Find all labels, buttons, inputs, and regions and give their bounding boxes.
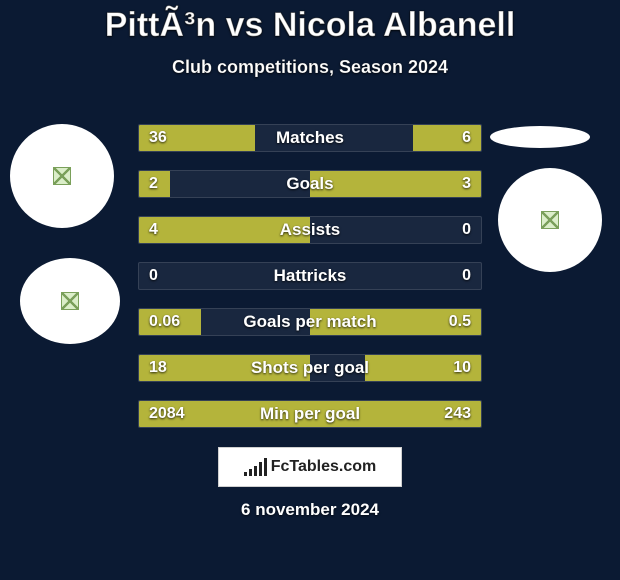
missing-image-icon: [61, 292, 79, 310]
logo-bars-icon: [244, 458, 267, 476]
player-left-avatar-large: [10, 124, 114, 228]
stat-label: Matches: [139, 125, 481, 151]
logo-text: FcTables.com: [271, 458, 377, 476]
comparison-chart: 366Matches 23Goals 40Assists 00Hattricks 0.0…: [138, 124, 482, 446]
stat-row: 40Assists: [138, 216, 482, 244]
page-title: PittÃ³n vs Nicola Albanell: [0, 0, 620, 45]
stat-row: 23Goals: [138, 170, 482, 198]
missing-image-icon: [53, 167, 71, 185]
stat-label: Goals: [139, 171, 481, 197]
stat-label: Min per goal: [139, 401, 481, 427]
logo-bar-icon: [259, 462, 262, 476]
stat-label: Shots per goal: [139, 355, 481, 381]
date-label: 6 november 2024: [0, 500, 620, 520]
logo-bar-icon: [244, 472, 247, 476]
stat-label: Goals per match: [139, 309, 481, 335]
stat-label: Assists: [139, 217, 481, 243]
player-left-avatar-small: [20, 258, 120, 344]
missing-image-icon: [541, 211, 559, 229]
player-right-oval: [490, 126, 590, 148]
logo-bar-icon: [249, 469, 252, 476]
logo-bar-icon: [264, 458, 267, 476]
player-right-avatar-large: [498, 168, 602, 272]
stat-row: 2084243Min per goal: [138, 400, 482, 428]
stat-row: 366Matches: [138, 124, 482, 152]
stat-row: 0.060.5Goals per match: [138, 308, 482, 336]
logo-bar-icon: [254, 466, 257, 476]
stat-label: Hattricks: [139, 263, 481, 289]
subtitle: Club competitions, Season 2024: [0, 57, 620, 78]
stat-row: 00Hattricks: [138, 262, 482, 290]
fctables-logo: FcTables.com: [218, 447, 402, 487]
stat-row: 1810Shots per goal: [138, 354, 482, 382]
